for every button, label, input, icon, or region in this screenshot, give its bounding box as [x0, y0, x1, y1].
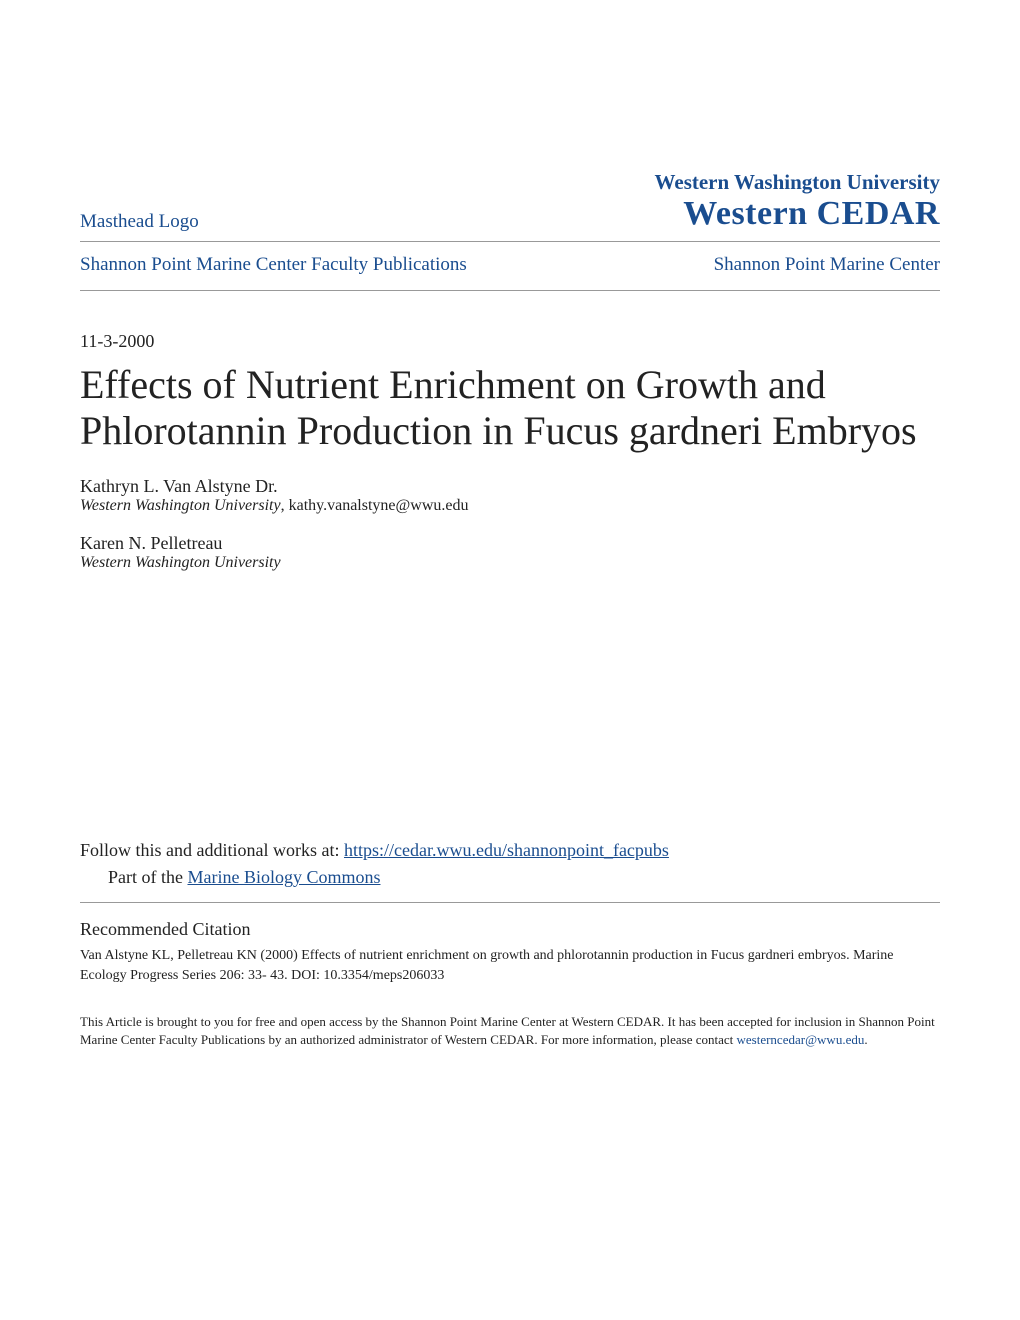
follow-line: Follow this and additional works at: htt… [80, 840, 940, 861]
repository-name[interactable]: Western CEDAR [655, 195, 940, 233]
university-name: Western Washington University [655, 170, 940, 195]
author-email: , kathy.vanalstyne@wwu.edu [281, 497, 469, 514]
university-block: Western Washington University Western CE… [655, 170, 940, 233]
publication-date: 11-3-2000 [80, 331, 940, 352]
author-name: Kathryn L. Van Alstyne Dr. [80, 476, 940, 497]
part-of-link[interactable]: Marine Biology Commons [187, 867, 380, 887]
citation-text: Van Alstyne KL, Pelletreau KN (2000) Eff… [80, 946, 940, 985]
author-block-2: Karen N. Pelletreau Western Washington U… [80, 533, 940, 572]
citation-heading: Recommended Citation [80, 919, 940, 940]
center-link[interactable]: Shannon Point Marine Center [714, 254, 940, 276]
author-name: Karen N. Pelletreau [80, 533, 940, 554]
author-affiliation: Western Washington University [80, 554, 281, 571]
author-affiliation-line: Western Washington University, kathy.van… [80, 497, 940, 515]
follow-url-link[interactable]: https://cedar.wwu.edu/shannonpoint_facpu… [344, 840, 669, 860]
follow-prefix: Follow this and additional works at: [80, 840, 344, 860]
header-row: Masthead Logo Western Washington Univers… [80, 170, 940, 242]
footer-text: This Article is brought to you for free … [80, 1013, 940, 1049]
article-title: Effects of Nutrient Enrichment on Growth… [80, 362, 940, 454]
author-affiliation-line: Western Washington University [80, 554, 940, 572]
spacer [80, 590, 940, 840]
follow-section: Follow this and additional works at: htt… [80, 840, 940, 903]
part-of-prefix: Part of the [108, 867, 187, 887]
footer-suffix: . [864, 1032, 867, 1047]
author-block-1: Kathryn L. Van Alstyne Dr. Western Washi… [80, 476, 940, 515]
footer-email-link[interactable]: westerncedar@wwu.edu [737, 1032, 865, 1047]
author-affiliation: Western Washington University [80, 497, 281, 514]
collection-link[interactable]: Shannon Point Marine Center Faculty Publ… [80, 254, 467, 276]
part-of-line: Part of the Marine Biology Commons [108, 867, 940, 888]
nav-row: Shannon Point Marine Center Faculty Publ… [80, 254, 940, 291]
masthead-logo-link[interactable]: Masthead Logo [80, 211, 199, 233]
